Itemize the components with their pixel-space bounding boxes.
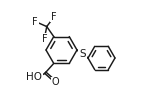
Text: F: F [42,34,48,44]
Text: S: S [79,49,86,59]
Text: F: F [51,12,57,22]
Text: HO: HO [26,72,42,82]
Text: F: F [32,17,38,27]
Text: O: O [52,77,60,87]
